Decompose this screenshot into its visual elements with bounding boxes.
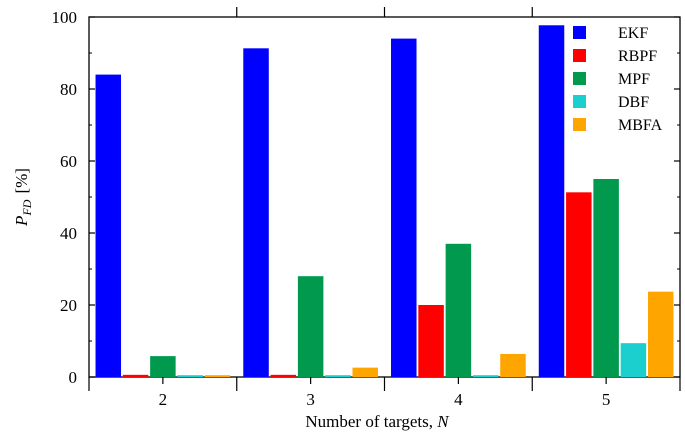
bar-dbf-2 xyxy=(177,375,203,377)
bar-mbfa-4 xyxy=(500,353,526,377)
legend-label-mpf: MPF xyxy=(618,71,650,88)
bar-mbfa-5 xyxy=(647,291,674,377)
bar-rbpf-5 xyxy=(566,192,592,377)
y-tick-label-60: 60 xyxy=(60,152,77,171)
x-axis-label: Number of targets, N xyxy=(305,412,450,431)
x-axis-label-main: Number of targets, xyxy=(305,412,437,431)
legend-swatch-mbfa xyxy=(573,118,586,131)
y-axis-label: PFD [%] xyxy=(12,168,34,227)
bars-layer xyxy=(95,25,674,378)
y-tick-label-100: 100 xyxy=(52,8,78,27)
y-tick-label-0: 0 xyxy=(69,368,78,387)
y-tick-label-80: 80 xyxy=(60,80,77,99)
legend-label-mbfa: MBFA xyxy=(618,117,663,134)
bar-ekf-3 xyxy=(243,48,269,377)
x-tick-label-3: 3 xyxy=(306,390,315,409)
x-tick-label-2: 2 xyxy=(159,390,168,409)
legend-label-rbpf: RBPF xyxy=(618,48,657,65)
bar-mpf-4 xyxy=(445,243,472,377)
bar-dbf-3 xyxy=(325,375,351,377)
legend-swatch-dbf xyxy=(573,95,586,108)
bar-mbfa-3 xyxy=(352,367,378,377)
legend-swatch-mpf xyxy=(573,72,586,85)
y-axis-label-sub: FD xyxy=(20,199,34,216)
y-tick-label-40: 40 xyxy=(60,224,77,243)
legend-label-ekf: EKF xyxy=(618,25,648,42)
ticks-layer: 0 20 40 60 80 100 2 3 4 5 xyxy=(52,7,681,409)
legend-swatch-ekf xyxy=(573,26,586,39)
bar-dbf-5 xyxy=(620,343,647,377)
bar-rbpf-4 xyxy=(418,305,444,377)
bar-ekf-5 xyxy=(538,25,565,378)
bar-ekf-2 xyxy=(95,74,122,377)
y-tick-label-20: 20 xyxy=(60,296,77,315)
x-tick-label-5: 5 xyxy=(602,390,611,409)
x-tick-label-4: 4 xyxy=(454,390,463,409)
legend: EKF RBPF MPF DBF MBFA xyxy=(573,25,663,134)
bar-dbf-4 xyxy=(472,375,499,377)
bar-mbfa-2 xyxy=(204,375,231,377)
bar-mpf-3 xyxy=(297,276,324,377)
legend-swatch-rbpf xyxy=(573,49,586,62)
bar-ekf-4 xyxy=(391,38,417,377)
bar-rbpf-3 xyxy=(270,374,297,377)
bar-mpf-2 xyxy=(150,356,176,377)
legend-label-dbf: DBF xyxy=(618,94,649,111)
y-axis-label-unit: [%] xyxy=(12,168,31,193)
x-axis-label-var: N xyxy=(436,412,450,431)
bar-mpf-5 xyxy=(593,179,619,377)
y-axis-label-main: P xyxy=(12,216,31,227)
bar-rbpf-2 xyxy=(122,374,149,377)
